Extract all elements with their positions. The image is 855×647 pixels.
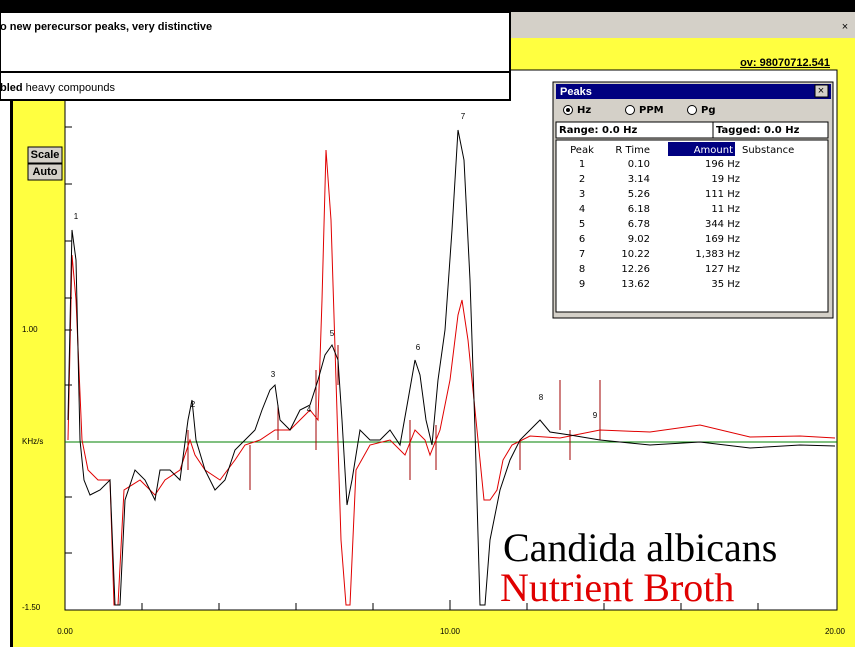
peak-label: 7 (461, 112, 466, 121)
scale-button-label[interactable]: Scale (31, 149, 60, 161)
peak-label: 6 (416, 343, 421, 352)
table-cell: 127 Hz (705, 264, 740, 275)
note-text: o new perecursor peaks, very distinctive (0, 21, 212, 33)
table-cell: 11 Hz (711, 204, 740, 215)
column-header: Substance (742, 145, 794, 156)
peaks-close[interactable] (814, 84, 829, 98)
radio[interactable] (687, 105, 697, 115)
legend-entry: Nutrient Broth (500, 565, 734, 610)
column-header: R Time (615, 145, 650, 156)
table-cell: 3.14 (628, 174, 650, 185)
table-cell: 111 Hz (705, 189, 740, 200)
trace-nutrient-broth (67, 149, 836, 606)
peak-labels: 1 2 3 4 5 6 7 8 9 (74, 112, 598, 420)
peak-label: 9 (593, 411, 598, 420)
close-button[interactable]: × (842, 21, 848, 33)
table-cell: 1,383 Hz (695, 249, 740, 260)
top-bar (0, 0, 855, 12)
column-header: Amount (694, 145, 733, 156)
x-label: 0.00 (57, 627, 73, 636)
radio-label[interactable]: Hz (577, 105, 591, 116)
table-cell: 9 (579, 279, 585, 290)
y-label: 1.00 (22, 325, 38, 334)
peak-label: 3 (271, 370, 276, 379)
peak-markers (187, 345, 601, 490)
range-box (555, 121, 829, 139)
table-cell: 196 Hz (705, 159, 740, 170)
radio-dot (566, 108, 570, 112)
scale-button[interactable] (27, 146, 63, 164)
table-cell: 4 (579, 204, 585, 215)
peak-label: 4 (307, 405, 312, 414)
radio-label[interactable]: Pg (701, 105, 716, 116)
x-label: 10.00 (440, 627, 461, 636)
window-title-bar (510, 12, 855, 38)
table-cell: 10.22 (621, 249, 650, 260)
table-cell: 5.26 (628, 189, 650, 200)
y-label: KHz/s (22, 437, 43, 446)
note-bold: bled (0, 82, 23, 94)
table-cell: 6.18 (628, 204, 650, 215)
table-cell: 169 Hz (705, 234, 740, 245)
radio[interactable] (625, 105, 635, 115)
table-cell: 13.62 (621, 279, 650, 290)
legend-entry: Candida albicans (503, 525, 777, 570)
peaks-title-bar (556, 84, 831, 99)
auto-button-label[interactable]: Auto (32, 166, 57, 178)
peak-label: 5 (330, 329, 335, 338)
table-cell: 2 (579, 174, 585, 185)
peak-label: 2 (191, 400, 196, 409)
note-rest: heavy compounds (23, 82, 116, 94)
auto-button[interactable] (27, 163, 63, 181)
table-cell: 12.26 (621, 264, 650, 275)
radio-label[interactable]: PPM (639, 105, 664, 116)
peaks-table (555, 139, 829, 313)
table-cell: 1 (579, 159, 585, 170)
window-border (10, 38, 13, 647)
note-text: bled heavy compounds (0, 82, 115, 94)
peaks-window: Peaks × Hz PPM Pg Range: 0.0 Hz Tagged: 0.… (552, 81, 834, 319)
peaks-title: Peaks (560, 86, 592, 98)
table-cell: 9.02 (628, 234, 650, 245)
table-cell: 344 Hz (705, 219, 740, 230)
x-label: 20.00 (825, 627, 846, 636)
peaks-close-icon[interactable]: × (818, 85, 824, 97)
note-box (0, 71, 511, 101)
trace-candida-albicans (67, 129, 836, 606)
y-label: -1.50 (22, 603, 41, 612)
table-cell: 0.10 (628, 159, 650, 170)
table-cell: 5 (579, 219, 585, 230)
file-label: ov: 98070712.541 (740, 57, 830, 69)
table-cell: 3 (579, 189, 585, 200)
table-cell: 19 Hz (711, 174, 740, 185)
table-cell: 6.78 (628, 219, 650, 230)
table-cell: 35 Hz (711, 279, 740, 290)
note-box (0, 11, 511, 73)
table-cell: 8 (579, 264, 585, 275)
table-cell: 6 (579, 234, 585, 245)
amount-header-bg (668, 142, 735, 156)
table-cell: 7 (579, 249, 585, 260)
peak-label: 8 (539, 393, 544, 402)
column-header: Peak (570, 145, 594, 156)
tagged-text: Tagged: 0.0 Hz (716, 125, 800, 136)
peak-label: 1 (74, 212, 79, 221)
range-text: Range: 0.0 Hz (559, 125, 638, 136)
